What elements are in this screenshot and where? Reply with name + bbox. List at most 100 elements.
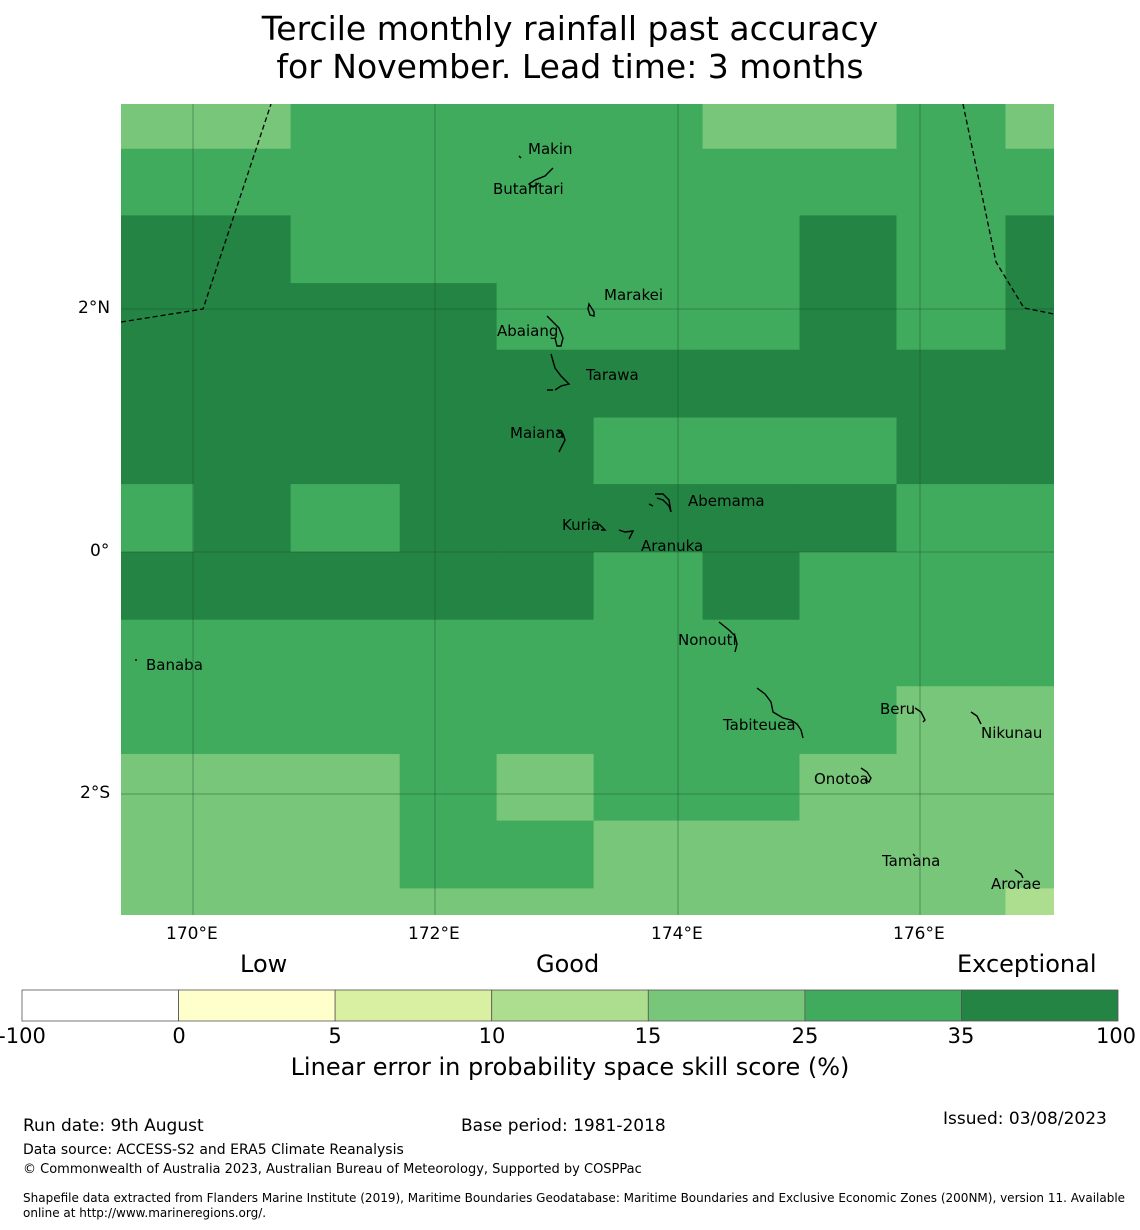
skill-cell [121, 754, 195, 822]
skill-cell [399, 820, 498, 889]
y-tick-2s: 2°S [80, 783, 111, 803]
colorbar-caption: Linear error in probability space skill … [290, 1053, 850, 1081]
skill-cell [399, 283, 498, 351]
skill-cell [399, 888, 498, 915]
skill-cell [496, 148, 595, 216]
skill-cell [121, 551, 195, 621]
skill-cell [896, 484, 1007, 553]
map-panel [121, 104, 1054, 915]
skill-cell [496, 283, 595, 351]
skill-cell [799, 551, 897, 621]
island-tarawa [547, 353, 571, 391]
island-nonouti [718, 621, 738, 653]
data-source: Data source: ACCESS-S2 and ERA5 Climate … [23, 1142, 404, 1158]
island-kuria [598, 523, 607, 531]
skill-cell [1005, 104, 1054, 150]
island-abemama [648, 493, 672, 513]
skill-cell [121, 417, 195, 485]
skill-cell [702, 888, 801, 915]
skill-cell [799, 754, 897, 822]
island-tamana [912, 853, 916, 857]
skill-cell [896, 686, 1007, 755]
skill-cell [496, 754, 595, 822]
skill-cell [193, 215, 292, 284]
skill-cell [121, 215, 195, 284]
skill-cell [593, 619, 704, 687]
colorbar-box [804, 989, 962, 1022]
place-label: Butaritari [493, 180, 564, 198]
skill-cell [702, 820, 801, 889]
place-label: Tamana [882, 852, 941, 870]
skill-cell [399, 754, 498, 822]
skill-cell [1005, 349, 1054, 419]
y-tick-2n: 2°N [78, 298, 111, 318]
skill-cell [1005, 551, 1054, 621]
colorbar-box [334, 989, 493, 1022]
colorbar-tick: 0 [172, 1024, 186, 1048]
colorbar [21, 989, 1119, 1022]
y-tick-0: 0° [90, 541, 110, 561]
skill-cell [593, 754, 704, 822]
colorbar-tick: -100 [0, 1024, 46, 1048]
skill-cell [799, 148, 897, 216]
skill-cell [399, 417, 498, 485]
colorbar-word-exceptional: Exceptional [957, 950, 1097, 978]
skill-cell [799, 283, 897, 351]
place-label: Makin [528, 140, 573, 158]
island-abaiang [546, 315, 564, 347]
skill-cell [290, 417, 401, 485]
skill-cell [121, 104, 195, 150]
colorbar-tick: 35 [947, 1024, 975, 1048]
place-label: Tabiteuea [723, 716, 796, 734]
colorbar-box [21, 989, 180, 1022]
skill-grid-cells [121, 104, 1054, 915]
skill-cell [896, 215, 1007, 284]
skill-cell [593, 820, 704, 889]
skill-cell [1005, 888, 1054, 915]
place-label: Marakei [604, 286, 664, 304]
skill-cell [593, 104, 704, 150]
skill-cell [399, 148, 498, 216]
skill-cell [896, 551, 1007, 621]
eez-boundary-east [962, 104, 1054, 315]
island-aranuka [618, 529, 635, 540]
place-label: Onotoa [814, 770, 869, 788]
skill-cell [896, 619, 1007, 687]
skill-cell [290, 754, 401, 822]
issued-date: Issued: 03/08/2023 [943, 1109, 1107, 1129]
skill-cell [399, 686, 498, 755]
skill-cell [896, 417, 1007, 485]
skill-cell [193, 417, 292, 485]
skill-cell [1005, 686, 1054, 755]
skill-cell [896, 104, 1007, 150]
skill-cell [593, 888, 704, 915]
shapefile-credit-line-2: online at http://www.marineregions.org/. [23, 1206, 267, 1220]
skill-cell [593, 148, 704, 216]
run-date: Run date: 9th August [23, 1116, 204, 1136]
island-beru [914, 707, 926, 723]
skill-cell [193, 820, 292, 889]
skill-cell [121, 619, 195, 687]
skill-cell [702, 215, 801, 284]
skill-cell [193, 484, 292, 553]
island-maiana [556, 429, 566, 453]
skill-cell [496, 349, 595, 419]
skill-cell [896, 754, 1007, 822]
skill-cell [1005, 820, 1054, 889]
skill-cell [702, 484, 801, 553]
skill-cell [702, 551, 801, 621]
skill-cell [702, 104, 801, 150]
skill-cell [496, 551, 595, 621]
skill-cell [593, 215, 704, 284]
x-tick-172e: 172°E [408, 924, 460, 944]
colorbar-box [961, 989, 1119, 1022]
skill-cell [702, 686, 801, 755]
skill-cell [799, 619, 897, 687]
skill-cell [702, 148, 801, 216]
skill-cell [896, 888, 1007, 915]
skill-cell [1005, 148, 1054, 216]
skill-cell [399, 619, 498, 687]
skill-cell [193, 888, 292, 915]
skill-cell [290, 283, 401, 351]
skill-cell [496, 417, 595, 485]
